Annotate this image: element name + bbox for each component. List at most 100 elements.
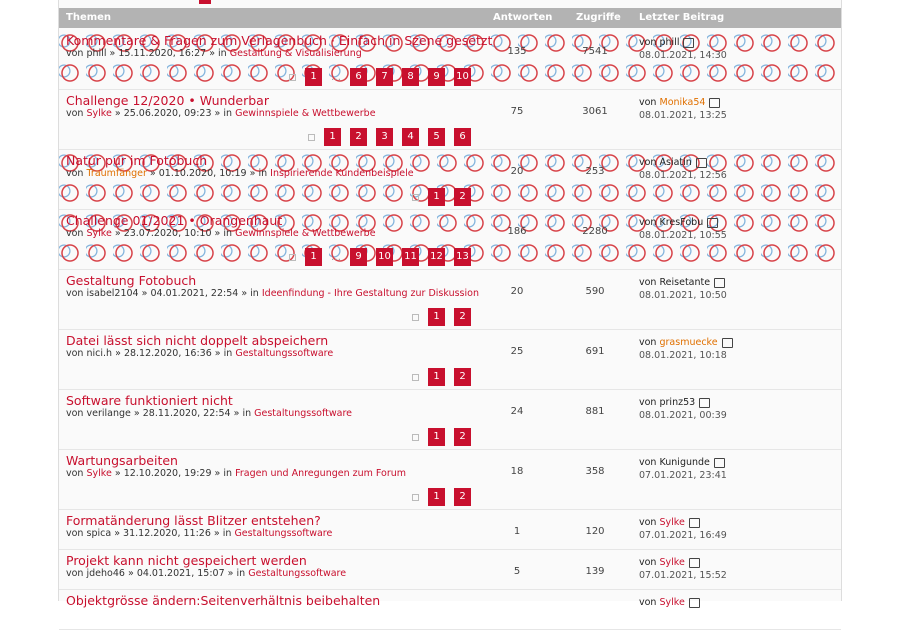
page-button[interactable]: 10 bbox=[376, 248, 393, 266]
page-button[interactable]: 9 bbox=[350, 248, 367, 266]
topic-date: 04.01.2021, 15:07 bbox=[136, 568, 225, 579]
page-button[interactable]: 1 bbox=[428, 488, 445, 506]
replies-count: 5 bbox=[513, 566, 521, 577]
by-label: von bbox=[66, 528, 84, 539]
page-button[interactable]: 1 bbox=[428, 428, 445, 446]
last-author[interactable]: Sylke bbox=[659, 597, 685, 608]
topic-title[interactable]: Natur pur im Fotobuch bbox=[66, 153, 208, 168]
topic-author[interactable]: Sylke bbox=[86, 228, 112, 239]
last-author[interactable]: grasmuecke bbox=[659, 337, 718, 348]
topic-title[interactable]: Software funktioniert nicht bbox=[66, 393, 233, 408]
topic-forum[interactable]: Gewinnspiele & Wettbewerbe bbox=[235, 108, 376, 119]
topic-author[interactable]: Traumfänger bbox=[86, 168, 147, 179]
separator: » bbox=[133, 408, 140, 419]
topic-title[interactable]: Kommentare & Fragen zum Verlagenbuch · E… bbox=[66, 33, 493, 48]
last-author[interactable]: Sylke bbox=[659, 517, 685, 528]
topic-forum[interactable]: Inspirierende Kundenbeispiele bbox=[270, 168, 414, 179]
page-button[interactable]: 2 bbox=[350, 128, 367, 146]
topic-title[interactable]: Datei lässt sich nicht doppelt abspeiche… bbox=[66, 333, 329, 348]
page-button[interactable]: 1 bbox=[305, 248, 322, 266]
topic-author[interactable]: verilange bbox=[86, 408, 131, 419]
page-button[interactable]: 8 bbox=[402, 68, 419, 86]
page-button[interactable]: 10 bbox=[454, 68, 471, 86]
goto-icon[interactable] bbox=[699, 397, 711, 408]
page-button[interactable]: 7 bbox=[376, 68, 393, 86]
topic-author[interactable]: Sylke bbox=[86, 108, 112, 119]
goto-icon[interactable] bbox=[688, 597, 700, 608]
separator: » bbox=[214, 228, 221, 239]
page-button[interactable]: 6 bbox=[350, 68, 367, 86]
in-label: in bbox=[242, 408, 252, 419]
topic-title[interactable]: Wartungsarbeiten bbox=[66, 453, 178, 468]
page-button[interactable]: 1 bbox=[428, 368, 445, 386]
last-author[interactable]: Monika54 bbox=[659, 97, 706, 108]
page-button[interactable]: 2 bbox=[454, 368, 471, 386]
topic-author[interactable]: spica bbox=[86, 528, 112, 539]
page-button[interactable]: 11 bbox=[402, 248, 419, 266]
page-button[interactable]: 1 bbox=[428, 188, 445, 206]
goto-icon[interactable] bbox=[688, 557, 700, 568]
page-button[interactable]: 9 bbox=[428, 68, 445, 86]
topic-meta: von Traumfänger » 01.10.2020, 10:19 » in… bbox=[66, 168, 414, 179]
topic-forum[interactable]: Gestaltungssoftware bbox=[254, 408, 353, 419]
goto-icon[interactable] bbox=[713, 457, 725, 468]
page-button[interactable]: 2 bbox=[454, 428, 471, 446]
topic-title[interactable]: Challenge 12/2020 • Wunderbar bbox=[66, 93, 269, 108]
topic-author[interactable]: nici.h bbox=[86, 348, 113, 359]
topic-forum[interactable]: Ideenfindung - Ihre Gestaltung zur Disku… bbox=[261, 288, 479, 299]
last-author[interactable]: Kunigunde bbox=[659, 457, 710, 468]
page-icon bbox=[289, 253, 296, 261]
page-button[interactable]: 2 bbox=[454, 488, 471, 506]
page-button[interactable]: 12 bbox=[428, 248, 445, 266]
goto-icon[interactable] bbox=[695, 157, 707, 168]
topic-author[interactable]: isabel2104 bbox=[86, 288, 139, 299]
topic-forum[interactable]: Gewinnspiele & Wettbewerbe bbox=[235, 228, 376, 239]
last-author[interactable]: prinz53 bbox=[659, 397, 696, 408]
topic-author[interactable]: Sylke bbox=[86, 468, 112, 479]
page-icon bbox=[289, 73, 296, 81]
page-button[interactable]: 2 bbox=[454, 188, 471, 206]
last-author[interactable]: phill bbox=[659, 37, 680, 48]
page-button[interactable]: 2 bbox=[454, 308, 471, 326]
topic-title[interactable]: Challenge 01/2021 • Orangenhaut bbox=[66, 213, 283, 228]
page-button[interactable]: 1 bbox=[324, 128, 341, 146]
page-button[interactable]: 3 bbox=[376, 128, 393, 146]
page-icon bbox=[412, 193, 419, 201]
page-button[interactable]: 5 bbox=[428, 128, 445, 146]
topic-author[interactable]: jdeho46 bbox=[86, 568, 125, 579]
goto-icon[interactable] bbox=[707, 217, 719, 228]
page-button[interactable]: 4 bbox=[402, 128, 419, 146]
page-button[interactable]: 13 bbox=[454, 248, 471, 266]
page-button[interactable]: 1 bbox=[305, 68, 322, 86]
last-date: 07.01.2021, 16:49 bbox=[639, 530, 727, 541]
topic-forum[interactable]: Fragen und Anregungen zum Forum bbox=[235, 468, 407, 479]
topic-forum[interactable]: Gestaltungssoftware bbox=[248, 568, 347, 579]
last-author[interactable]: Asiatin bbox=[659, 157, 692, 168]
topic-row: Challenge 12/2020 • Wunderbar von Sylke »… bbox=[59, 90, 841, 150]
topic-title[interactable]: Formatänderung lässt Blitzer entstehen? bbox=[66, 513, 321, 528]
page-button[interactable]: 1 bbox=[428, 308, 445, 326]
in-label: in bbox=[223, 228, 233, 239]
col-header: Zugriffe bbox=[576, 12, 621, 23]
goto-icon[interactable] bbox=[714, 277, 726, 288]
topic-forum[interactable]: Gestaltung & Visualisierung bbox=[229, 48, 362, 59]
goto-icon[interactable] bbox=[709, 97, 721, 108]
goto-icon[interactable] bbox=[721, 337, 733, 348]
page-icon bbox=[412, 493, 419, 501]
goto-icon[interactable] bbox=[688, 517, 700, 528]
in-label: in bbox=[250, 288, 259, 299]
by-label: von bbox=[66, 108, 84, 119]
topic-date: 01.10.2020, 10:19 bbox=[158, 168, 247, 179]
goto-icon[interactable] bbox=[683, 37, 695, 48]
topic-forum[interactable]: Gestaltungssoftware bbox=[235, 348, 334, 359]
last-author[interactable]: Sylke bbox=[659, 557, 685, 568]
topic-forum[interactable]: Gestaltungssoftware bbox=[234, 528, 333, 539]
topic-meta: von spica » 31.12.2020, 11:26 » in Gesta… bbox=[66, 528, 332, 539]
page-button[interactable]: 6 bbox=[454, 128, 471, 146]
last-author[interactable]: KresFobu bbox=[659, 217, 704, 228]
topic-title[interactable]: Gestaltung Fotobuch bbox=[66, 273, 197, 288]
last-author[interactable]: Reisetante bbox=[659, 277, 711, 288]
topic-title[interactable]: Projekt kann nicht gespeichert werden bbox=[66, 553, 307, 568]
topic-author[interactable]: phill bbox=[86, 48, 107, 59]
